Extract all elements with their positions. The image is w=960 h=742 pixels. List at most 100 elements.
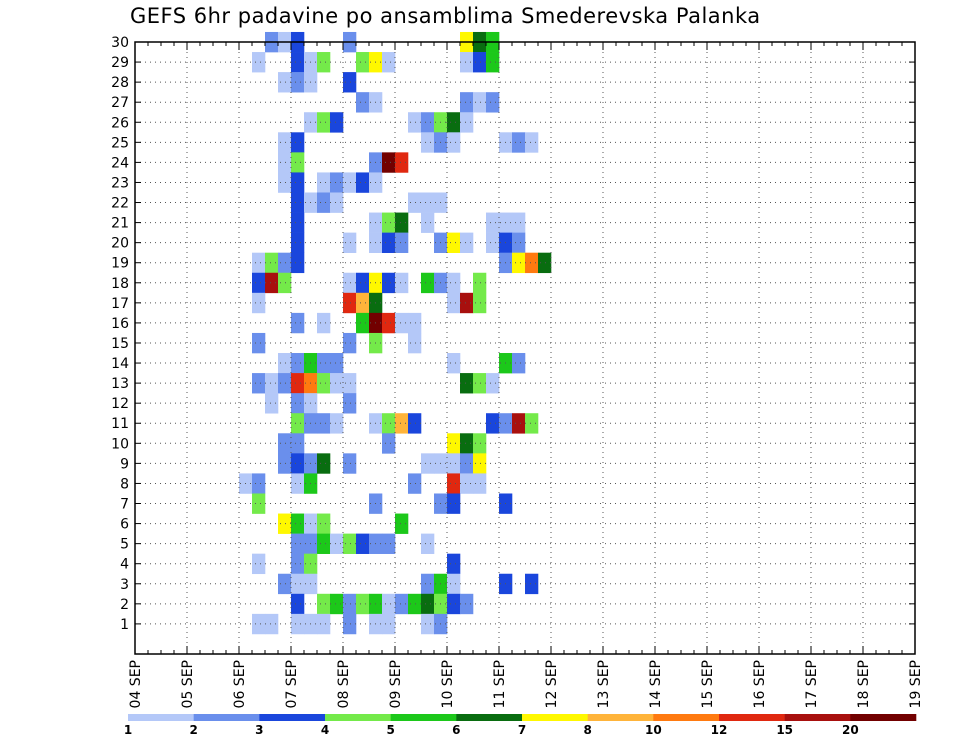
colorbar-swatch <box>193 714 260 721</box>
heatmap-cell <box>265 373 279 394</box>
y-tick-label: 20 <box>111 236 129 252</box>
heatmap-cell <box>486 413 500 434</box>
heatmap-cell <box>473 453 487 474</box>
heatmap-cell <box>447 553 461 575</box>
heatmap-cell <box>421 573 435 595</box>
colorbar-swatch <box>719 714 785 721</box>
heatmap-cell <box>382 272 396 294</box>
heatmap-cell <box>473 433 487 454</box>
y-tick-label: 12 <box>111 396 129 412</box>
heatmap-cell <box>330 172 344 193</box>
heatmap-cell <box>447 453 461 474</box>
heatmap-cell <box>317 413 331 434</box>
heatmap-cell <box>512 232 526 253</box>
heatmap-cell <box>356 272 370 294</box>
heatmap-cell <box>317 513 331 534</box>
heatmap-cell <box>512 252 526 274</box>
heatmap-cell <box>330 353 344 374</box>
y-tick-label: 14 <box>111 356 129 372</box>
colorbar-label: 20 <box>842 723 859 737</box>
heatmap-cell <box>330 192 344 213</box>
heatmap-cell <box>265 272 279 294</box>
colorbar-label: 10 <box>645 723 662 737</box>
heatmap-cell <box>343 272 357 294</box>
heatmap-cell <box>252 332 266 354</box>
heatmap-cell <box>395 312 409 334</box>
heatmap-cell <box>382 52 396 73</box>
heatmap-cell <box>278 573 292 595</box>
heatmap-cell <box>330 373 344 394</box>
heatmap-cell <box>343 613 357 635</box>
heatmap-cell <box>343 292 357 314</box>
y-tick-label: 13 <box>111 376 129 392</box>
y-tick-label: 6 <box>120 517 129 533</box>
heatmap-cell <box>421 132 435 153</box>
x-tick-label: 09 SEP <box>388 660 404 708</box>
heatmap-cell <box>512 212 526 233</box>
x-tick-label: 08 SEP <box>336 660 352 708</box>
y-tick-label: 24 <box>111 155 129 171</box>
x-tick-label: 15 SEP <box>700 660 716 708</box>
heatmap-cell <box>317 312 331 334</box>
colorbar-label: 7 <box>518 723 526 737</box>
colorbar-swatch <box>259 714 326 721</box>
heatmap-cell <box>291 212 305 233</box>
heatmap-cell <box>408 593 422 615</box>
heatmap-cell <box>408 192 422 213</box>
heatmap-cell <box>252 493 266 514</box>
heatmap-cell <box>278 433 292 454</box>
colorbar-swatch <box>128 714 194 721</box>
heatmap-cell <box>486 373 500 394</box>
heatmap-cell <box>473 52 487 73</box>
y-tick-label: 19 <box>111 256 129 272</box>
heatmap-cell <box>421 192 435 213</box>
heatmap-cell <box>278 373 292 394</box>
heatmap-cell <box>421 272 435 294</box>
heatmap-cell <box>408 473 422 494</box>
heatmap-cell <box>252 272 266 294</box>
heatmap-cell <box>291 593 305 615</box>
heatmap-cell <box>447 433 461 454</box>
heatmap-cell <box>317 353 331 374</box>
y-tick-label: 3 <box>120 577 129 593</box>
heatmap-cell <box>330 112 344 133</box>
y-tick-label: 18 <box>111 276 129 292</box>
heatmap-cell <box>525 573 539 595</box>
heatmap-cell <box>395 152 409 173</box>
y-tick-label: 5 <box>120 537 129 553</box>
colorbar-label: 3 <box>255 723 263 737</box>
y-tick-label: 8 <box>120 476 129 492</box>
heatmap-cell <box>291 393 305 414</box>
heatmap-cell <box>421 112 435 133</box>
heatmap-cell <box>512 413 526 434</box>
x-tick-label: 07 SEP <box>284 660 300 708</box>
heatmap-cell <box>343 232 357 253</box>
y-tick-label: 17 <box>111 296 129 312</box>
heatmap-cell <box>447 593 461 615</box>
heatmap-cell <box>525 132 539 153</box>
heatmap-cell <box>395 513 409 534</box>
chart-title: GEFS 6hr padavine po ansamblima Smederev… <box>130 4 761 28</box>
heatmap-cell <box>356 533 370 554</box>
heatmap-cell <box>447 292 461 314</box>
heatmap-cell <box>460 473 474 494</box>
colorbar-swatch <box>784 714 851 721</box>
heatmap-cell <box>330 413 344 434</box>
heatmap-cell <box>252 292 266 314</box>
colorbar-swatch <box>390 714 457 721</box>
heatmap-cell <box>343 533 357 554</box>
heatmap-cell <box>291 353 305 374</box>
heatmap-cell <box>278 152 292 173</box>
colorbar-label: 1 <box>124 723 132 737</box>
heatmap-cell <box>265 393 279 414</box>
heatmap-cell <box>486 212 500 233</box>
heatmap-cell <box>278 353 292 374</box>
heatmap-cell <box>343 72 357 93</box>
heatmap-cell <box>486 232 500 253</box>
heatmap-cell <box>512 353 526 374</box>
x-tick-label: 14 SEP <box>648 660 664 708</box>
x-tick-label: 11 SEP <box>492 660 508 708</box>
heatmap-cell <box>317 172 331 193</box>
heatmap-cell <box>265 613 279 635</box>
